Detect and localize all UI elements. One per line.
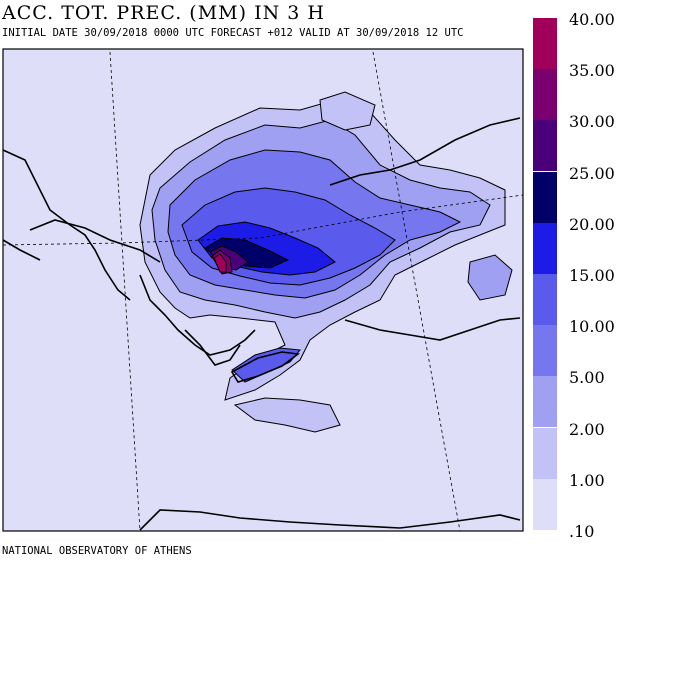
map-frame (2, 48, 524, 532)
legend-swatch (533, 274, 557, 325)
legend-swatch (533, 427, 557, 479)
coastline-balkans (29, 219, 161, 263)
coastlines (2, 117, 521, 531)
legend-label: 1.00 (569, 470, 605, 490)
coastline-italy-heel (2, 239, 41, 261)
meridian-west (109, 51, 141, 532)
parallel-40 (2, 194, 524, 246)
legend-swatch (533, 325, 557, 377)
legend-label: 25.00 (569, 163, 615, 183)
map-title: ACC. TOT. PREC. (MM) IN 3 H (2, 2, 325, 24)
legend-swatch (533, 18, 557, 69)
precip-south-patch (233, 397, 341, 433)
legend-swatch (533, 120, 557, 172)
coastline-adriatic (2, 149, 131, 301)
legend-label: .10 (569, 522, 595, 541)
precip-contours (139, 91, 513, 433)
legend-swatch (533, 171, 557, 223)
precip-level-9 (213, 253, 227, 273)
legend-label: 40.00 (569, 10, 615, 29)
legend-label: 35.00 (569, 61, 615, 81)
precip-east-patch (467, 254, 513, 301)
legend-swatch (533, 222, 557, 274)
coastline-turkey-south (344, 317, 521, 341)
legend-label: 5.00 (569, 368, 605, 388)
coastline-greece-west (139, 274, 256, 356)
coastline-black-sea (329, 117, 521, 186)
coastline-africa (139, 509, 521, 531)
legend-label: 20.00 (569, 214, 615, 234)
legend-label: 30.00 (569, 112, 615, 132)
coastline-crete (230, 351, 301, 383)
forecast-info: INITIAL DATE 30/09/2018 0000 UTC FORECAS… (2, 27, 464, 39)
legend-label: 10.00 (569, 317, 615, 337)
precip-north-patch (319, 91, 376, 131)
grid-lines (2, 51, 524, 532)
legend-swatch (533, 376, 557, 428)
legend-swatch (533, 478, 557, 530)
legend-label: 15.00 (569, 266, 615, 285)
credit-text: NATIONAL OBSERVATORY OF ATHENS (2, 545, 192, 557)
legend-swatch (533, 69, 557, 121)
coastline-peloponnese (184, 329, 241, 366)
legend-label: 2.00 (569, 419, 605, 439)
